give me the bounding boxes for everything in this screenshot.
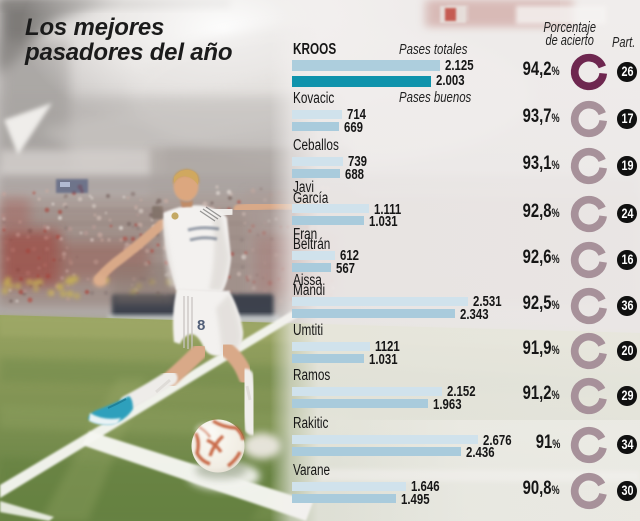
svg-text:8: 8 [197, 317, 205, 334]
